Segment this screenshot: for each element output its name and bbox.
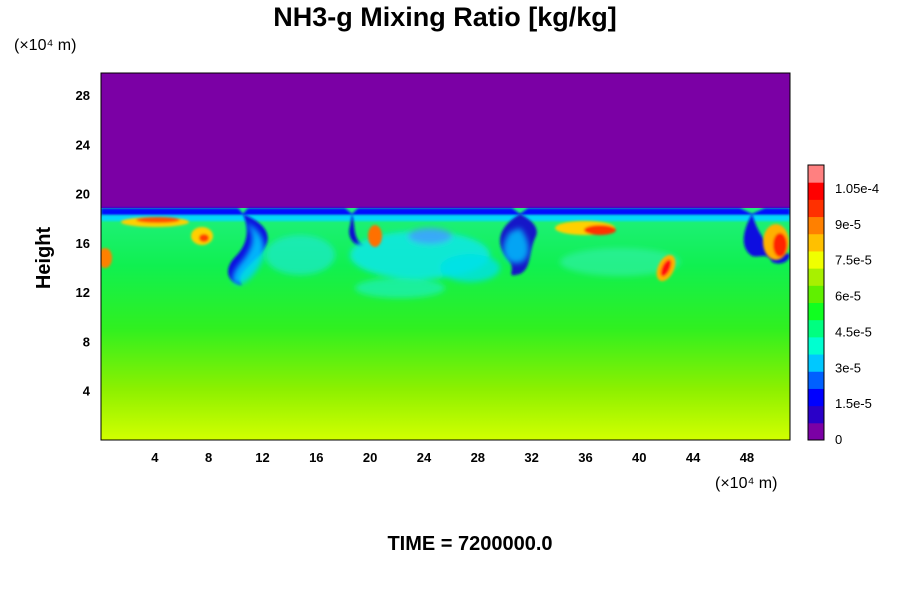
colorbar-tick-label: 9e-5 [835, 217, 861, 232]
hot-spot-10 [660, 259, 672, 277]
colorbar-swatch [808, 405, 824, 424]
hot-spot-1 [101, 248, 112, 268]
plume-2 [349, 214, 364, 247]
time-label: TIME = 7200000.0 [387, 533, 552, 555]
y-tick-label: 24 [76, 137, 91, 152]
x-tick-label: 16 [309, 450, 323, 465]
x-tick-label: 28 [471, 450, 485, 465]
cyan-patches [265, 228, 680, 298]
x-tick-label: 20 [363, 450, 377, 465]
colorbar-swatch [808, 233, 824, 252]
colorbar-tick-label: 7.5e-5 [835, 253, 872, 268]
plot-frame [100, 72, 791, 441]
plume-1-cyan [232, 222, 265, 285]
colorbar-swatch [808, 216, 824, 235]
colorbar-tick-label: 1.05e-4 [835, 181, 879, 196]
heatmap-field [101, 73, 790, 440]
hot-spot-3 [136, 217, 180, 223]
colorbar-swatch [808, 336, 824, 355]
colorbar: 0 1.5e-5 3e-5 4.5e-5 6e-5 7.5e-5 9e-5 1.05e-4 [807, 164, 879, 447]
plume-3-cyan [503, 228, 529, 264]
upper-region [101, 73, 790, 213]
y-unit-label: (×10⁴ m) [14, 37, 76, 54]
x-tick-label: 32 [524, 450, 538, 465]
y-axis-ticks: 4 8 12 16 20 24 28 [76, 88, 91, 399]
cyan-patch-4 [355, 278, 445, 298]
colorbar-swatch [808, 182, 824, 200]
colorbar-swatch [808, 422, 824, 441]
colorbar-frame [807, 164, 825, 441]
colorbar-swatch [808, 199, 824, 218]
colorbar-tick-label: 6e-5 [835, 289, 861, 304]
y-tick-label: 12 [76, 285, 90, 300]
x-tick-label: 4 [151, 450, 159, 465]
hot-spots [101, 217, 789, 282]
colorbar-swatch [808, 388, 824, 407]
colorbar-swatch [808, 165, 824, 183]
colorbar-swatch [808, 268, 824, 286]
interface-cyan-edge [101, 215, 790, 221]
colorbar-tick-label: 4.5e-5 [835, 324, 872, 339]
colorbar-tick-label: 0 [835, 432, 842, 447]
x-tick-label: 44 [686, 450, 701, 465]
colorbar-swatch [808, 319, 824, 338]
cyan-patch-6 [440, 254, 500, 282]
cyan-patch-2 [408, 228, 452, 244]
colorbar-tick-label: 3e-5 [835, 360, 861, 375]
y-tick-label: 28 [76, 88, 90, 103]
hot-spot-8 [584, 225, 616, 235]
hot-spot-5 [199, 234, 209, 242]
hot-spot-6 [368, 225, 382, 247]
x-tick-label: 36 [578, 450, 592, 465]
colorbar-swatch [808, 371, 824, 389]
x-tick-label: 24 [417, 450, 432, 465]
y-tick-label: 20 [76, 187, 90, 202]
y-axis-title: Height [33, 227, 55, 290]
y-tick-label: 8 [83, 334, 90, 349]
x-tick-label: 40 [632, 450, 646, 465]
colorbar-swatch [808, 250, 824, 269]
y-tick-label: 4 [83, 384, 91, 399]
y-tick-label: 16 [76, 236, 90, 251]
x-axis-ticks: 4 8 12 16 20 24 28 32 36 40 44 48 [151, 450, 754, 465]
interface-blue-edge [101, 208, 790, 216]
hot-spot-12 [773, 233, 787, 257]
colorbar-swatch [808, 302, 824, 321]
x-unit-label: (×10⁴ m) [715, 475, 777, 492]
chart-title: NH3-g Mixing Ratio [kg/kg] [273, 2, 617, 32]
cyan-patch-5 [560, 248, 680, 276]
colorbar-swatch [808, 354, 824, 372]
interface-band [101, 208, 790, 221]
colorbar-swatch [808, 285, 824, 303]
colorbar-tick-label: 1.5e-5 [835, 396, 872, 411]
cyan-patch-3 [265, 235, 335, 275]
x-tick-label: 12 [255, 450, 269, 465]
x-tick-label: 8 [205, 450, 212, 465]
x-tick-label: 48 [740, 450, 754, 465]
